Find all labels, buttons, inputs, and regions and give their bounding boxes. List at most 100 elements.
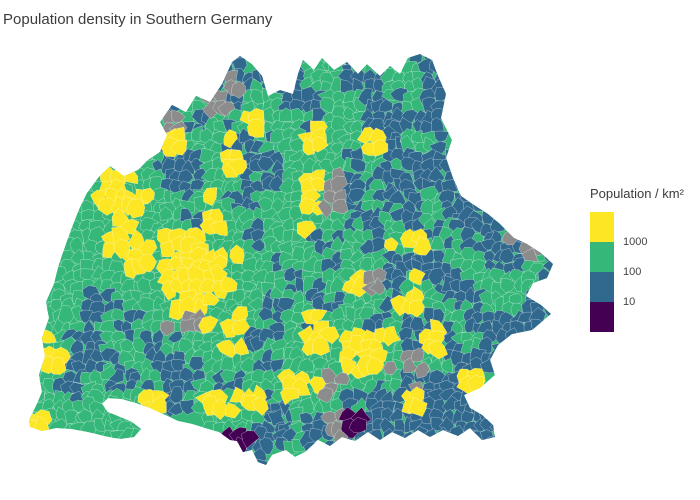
municipality[interactable] (400, 440, 417, 457)
municipality[interactable] (126, 198, 146, 219)
municipality[interactable] (267, 408, 286, 427)
municipality[interactable] (226, 158, 247, 176)
municipality[interactable] (283, 266, 297, 282)
municipality[interactable] (309, 177, 328, 192)
municipality[interactable] (501, 339, 514, 353)
municipality[interactable] (521, 247, 539, 262)
municipality[interactable] (433, 49, 449, 63)
municipality[interactable] (330, 175, 348, 195)
municipality[interactable] (323, 440, 341, 456)
municipality[interactable] (314, 442, 328, 456)
municipality[interactable] (550, 278, 564, 297)
municipality[interactable] (500, 277, 518, 293)
municipality[interactable] (383, 325, 402, 347)
municipality[interactable] (549, 290, 565, 304)
municipality[interactable] (241, 280, 257, 292)
municipality[interactable] (366, 356, 385, 375)
municipality[interactable] (29, 337, 44, 353)
municipality[interactable] (20, 357, 37, 373)
municipality[interactable] (472, 440, 489, 456)
municipality[interactable] (138, 329, 154, 347)
municipality[interactable] (532, 227, 548, 246)
municipality[interactable] (540, 279, 553, 293)
municipality[interactable] (348, 416, 367, 434)
municipality[interactable] (318, 326, 340, 345)
municipality[interactable] (428, 339, 449, 360)
municipality[interactable] (179, 317, 196, 334)
municipality[interactable] (494, 359, 510, 375)
municipality[interactable] (309, 308, 328, 323)
municipality[interactable] (383, 237, 399, 252)
municipality[interactable] (21, 342, 35, 357)
municipality[interactable] (454, 168, 469, 183)
municipality[interactable] (412, 236, 432, 256)
municipality[interactable] (173, 91, 189, 104)
municipality[interactable] (403, 357, 419, 374)
municipality[interactable] (408, 298, 425, 318)
municipality[interactable] (372, 139, 389, 157)
municipality[interactable] (18, 390, 33, 406)
municipality[interactable] (333, 372, 350, 386)
municipality[interactable] (272, 69, 289, 84)
municipality[interactable] (383, 361, 398, 375)
municipality[interactable] (169, 139, 188, 156)
municipality[interactable] (352, 48, 370, 66)
municipality[interactable] (199, 68, 215, 85)
municipality[interactable] (530, 288, 549, 302)
municipality[interactable] (341, 440, 357, 458)
municipality[interactable] (408, 267, 426, 286)
municipality[interactable] (20, 381, 39, 397)
municipality[interactable] (331, 198, 349, 215)
municipality[interactable] (189, 179, 206, 191)
municipality[interactable] (499, 247, 516, 264)
municipality[interactable] (442, 298, 458, 313)
municipality[interactable] (113, 400, 127, 414)
municipality[interactable] (22, 352, 38, 368)
municipality[interactable] (242, 457, 260, 472)
municipality[interactable] (419, 442, 440, 456)
municipality[interactable] (110, 437, 124, 453)
municipality[interactable] (273, 81, 291, 95)
municipality[interactable] (198, 278, 217, 294)
municipality[interactable] (546, 272, 566, 284)
municipality[interactable] (280, 388, 300, 406)
municipality[interactable] (311, 49, 326, 64)
municipality[interactable] (232, 288, 246, 305)
municipality[interactable] (537, 267, 555, 288)
municipality[interactable] (280, 58, 296, 74)
municipality[interactable] (198, 315, 219, 335)
municipality[interactable] (407, 396, 428, 417)
municipality[interactable] (379, 67, 397, 84)
municipality[interactable] (223, 129, 238, 149)
municipality[interactable] (471, 189, 491, 204)
municipality[interactable] (169, 385, 184, 404)
municipality[interactable] (493, 412, 508, 426)
municipality[interactable] (483, 436, 502, 451)
municipality[interactable] (224, 402, 242, 419)
municipality[interactable] (483, 250, 496, 263)
municipality[interactable] (551, 299, 566, 314)
municipality[interactable] (282, 77, 296, 91)
municipality[interactable] (140, 187, 155, 204)
municipality[interactable] (22, 328, 39, 341)
municipality[interactable] (283, 49, 300, 64)
municipalities-layer[interactable] (16, 48, 567, 473)
municipality[interactable] (451, 440, 466, 457)
municipality[interactable] (382, 50, 398, 69)
municipality[interactable] (51, 357, 67, 375)
municipality[interactable] (27, 388, 45, 403)
municipality[interactable] (241, 430, 260, 449)
municipality[interactable] (159, 206, 174, 221)
municipality[interactable] (159, 320, 175, 337)
municipality[interactable] (246, 118, 265, 138)
municipality[interactable] (202, 291, 220, 306)
municipality[interactable] (87, 226, 106, 246)
municipality[interactable] (516, 340, 530, 356)
municipality[interactable] (444, 437, 457, 453)
municipality[interactable] (251, 396, 269, 416)
municipality[interactable] (342, 52, 357, 66)
municipality[interactable] (331, 439, 348, 456)
municipality[interactable] (398, 327, 413, 342)
municipality[interactable] (311, 135, 329, 153)
